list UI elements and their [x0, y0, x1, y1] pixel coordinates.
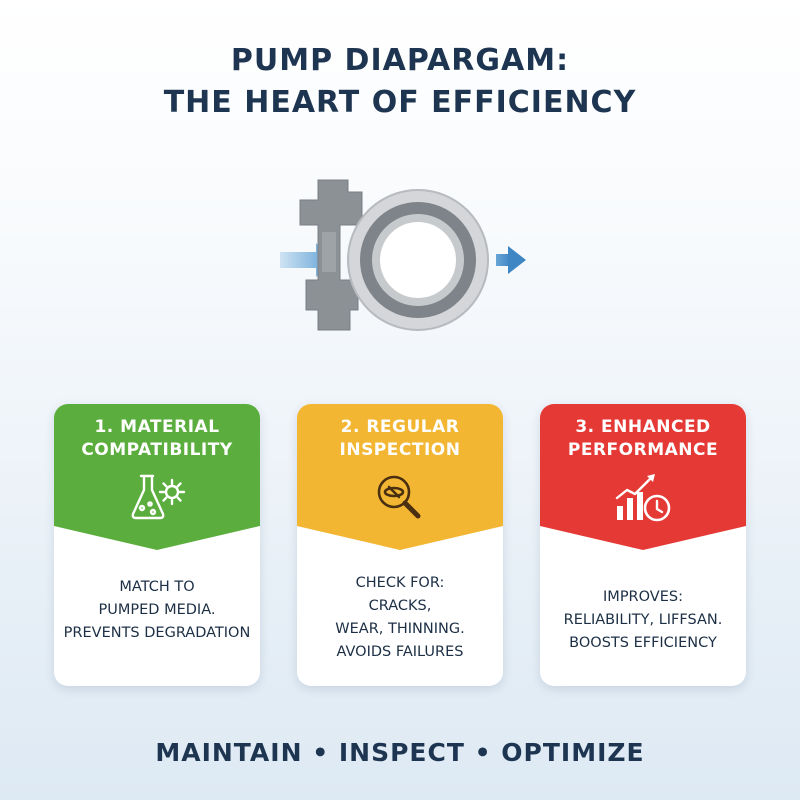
card-body-line: CRACKS,: [368, 598, 432, 614]
footer-tagline: MAINTAIN • INSPECT • OPTIMIZE: [155, 738, 645, 767]
page-title-line1: PUMP DIAPARGAM:: [230, 43, 570, 78]
card-header: 3. ENHANCED PERFORMANCE: [540, 404, 746, 552]
card-body-line: MATCH TO: [119, 579, 195, 595]
card-title-line2: INSPECTION: [339, 440, 461, 460]
card-title-line1: 1. MATERIAL: [94, 417, 220, 437]
card-body-line: BOOSTS EFFICIENCY: [569, 635, 717, 651]
outlet-arrow-icon: [496, 246, 526, 274]
card-body-line: PREVENTS DEGRADATION: [63, 625, 251, 641]
card-enhanced-performance: 3. ENHANCED PERFORMANCE IMPROVES: RELIAB…: [540, 404, 746, 686]
card-body-line: AVOIDS FAILURES: [336, 644, 464, 660]
card-body-line: IMPROVES:: [603, 589, 683, 605]
magnifier-icon: [377, 475, 421, 519]
card-header: 2. REGULAR INSPECTION: [297, 404, 503, 552]
card-regular-inspection: 2. REGULAR INSPECTION CHECK FOR: CRACKS,…: [297, 404, 503, 686]
card-title-line2: PERFORMANCE: [567, 440, 719, 460]
page-title-line2: THE HEART OF EFFICIENCY: [163, 85, 637, 120]
card-body-line: RELIABILITY, LIFFSAN.: [563, 612, 723, 628]
card-body-line: PUMPED MEDIA.: [98, 602, 216, 618]
flask-gear-icon: [131, 474, 186, 520]
card-title-line1: 2. REGULAR: [340, 417, 460, 437]
card-body-line: WEAR, THINNING.: [335, 621, 465, 637]
card-title-line1: 3. ENHANCED: [575, 417, 711, 437]
pump-diaphragm-icon: [280, 179, 526, 331]
card-body-line: CHECK FOR:: [355, 575, 445, 591]
card-material-compatibility: 1. MATERIAL COMPATIBILITY MATCH TO PUMPE…: [54, 404, 260, 686]
chart-clock-icon: [615, 474, 671, 522]
card-header: 1. MATERIAL COMPATIBILITY: [54, 404, 260, 552]
card-title-line2: COMPATIBILITY: [81, 440, 233, 460]
